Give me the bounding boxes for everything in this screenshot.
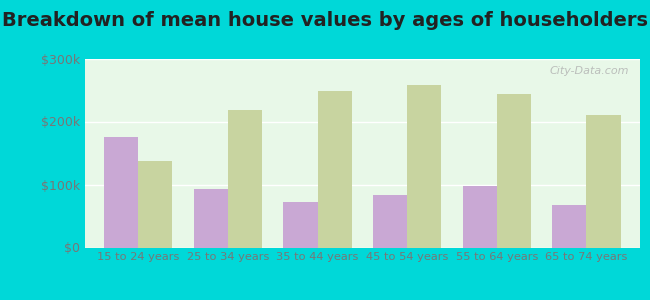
Bar [586, 115, 621, 248]
Text: Breakdown of mean house values by ages of householders: Breakdown of mean house values by ages o… [2, 11, 648, 29]
Bar [373, 195, 407, 248]
Text: City-Data.com: City-Data.com [550, 66, 629, 76]
Bar [194, 189, 228, 248]
Bar [497, 94, 531, 248]
Legend: Chimney Rock, Wisconsin: Chimney Rock, Wisconsin [224, 296, 500, 300]
Bar [138, 160, 172, 247]
Bar [407, 85, 441, 248]
Bar [552, 205, 586, 248]
Bar [318, 91, 352, 248]
Bar [283, 202, 318, 248]
Bar [463, 186, 497, 247]
Bar [228, 110, 262, 247]
Bar [104, 137, 138, 248]
